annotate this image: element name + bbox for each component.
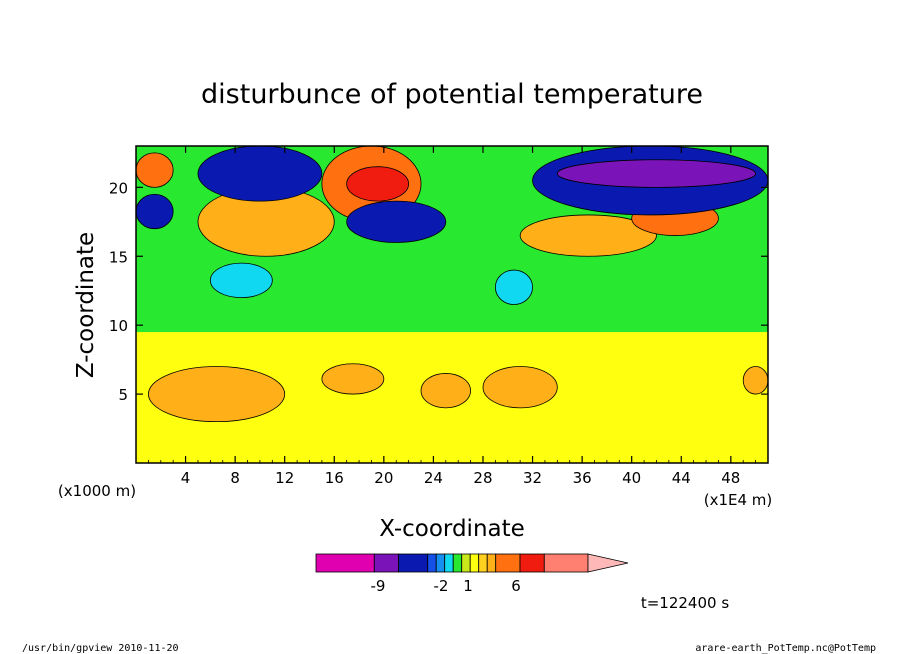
- x-tick-label: 8: [230, 469, 240, 487]
- colorbar-band: [444, 553, 454, 573]
- contour-region-positive: [742, 366, 768, 395]
- contour-region-positive: [321, 363, 385, 395]
- colorbar-band: [435, 553, 446, 573]
- x-tick-label: 12: [275, 469, 294, 487]
- colorbar-band: [486, 553, 497, 573]
- colorbar-label: -2: [434, 577, 449, 595]
- x-tick-label: 40: [622, 469, 641, 487]
- z-unit-label: (x1000 m): [58, 482, 136, 500]
- colorbar-band: [469, 553, 480, 573]
- x-axis: 4 8 12 16 20 24 28 32 36 40 44 48: [147, 146, 757, 487]
- colorbar: [315, 553, 629, 573]
- colorbar-label: 1: [463, 577, 473, 595]
- colorbar-band: [427, 553, 437, 573]
- z-tick-label: 5: [118, 386, 128, 404]
- contour-region-positive-high: [136, 152, 174, 188]
- colorbar-label: 6: [511, 577, 521, 595]
- x-tick-label: 32: [523, 469, 542, 487]
- x-tick-label: 20: [374, 469, 393, 487]
- contour-region-positive: [420, 373, 471, 409]
- x-unit-label: (x1E4 m): [704, 491, 773, 509]
- chart-title: disturbunce of potential temperature: [201, 79, 703, 110]
- contour-region-positive: [147, 366, 286, 423]
- colorbar-labels: -9 -2 1 6: [371, 577, 521, 595]
- colorbar-band: [543, 553, 589, 573]
- time-label: t=122400 s: [641, 594, 729, 612]
- x-tick-label: 24: [424, 469, 443, 487]
- contour-plot-area: [136, 146, 768, 463]
- plot-frame: [135, 145, 769, 464]
- x-tick-label: 28: [473, 469, 492, 487]
- colorbar-band: [315, 553, 375, 573]
- colorbar-band: [519, 553, 545, 573]
- colorbar-band: [398, 553, 429, 573]
- contour-region-negative-low: [136, 193, 174, 230]
- colorbar-band: [452, 553, 463, 573]
- z-tick-label: 20: [109, 179, 128, 197]
- z-tick-label: 10: [109, 317, 128, 335]
- colorbar-band: [461, 553, 471, 573]
- contour-region-max: [346, 166, 410, 202]
- x-axis-title: X-coordinate: [379, 516, 525, 542]
- y-axis-title: Z-coordinate: [73, 232, 99, 378]
- contour-region-negative: [209, 262, 273, 299]
- x-tick-label: 4: [181, 469, 191, 487]
- footer-left: /usr/bin/gpview 2010-11-20: [22, 643, 179, 654]
- contour-region-negative-low: [346, 200, 447, 243]
- x-tick-label: 16: [325, 469, 344, 487]
- contour-region-positive: [482, 366, 558, 409]
- z-tick-label: 15: [109, 248, 128, 266]
- colorbar-band: [495, 553, 521, 573]
- colorbar-band: [478, 553, 488, 573]
- contour-region-min: [556, 159, 757, 188]
- colorbar-extension-arrow: [587, 553, 629, 573]
- footer-right: arare-earth_PotTemp.nc@PotTemp: [695, 643, 876, 654]
- x-tick-label: 36: [573, 469, 592, 487]
- colorbar-label: -9: [371, 577, 386, 595]
- colorbar-band: [373, 553, 399, 573]
- x-tick-label: 44: [672, 469, 691, 487]
- contour-region-negative-low: [197, 146, 323, 202]
- z-axis: 5 10 15 20: [109, 179, 768, 404]
- contour-region-negative: [494, 269, 533, 305]
- contour-region-positive: [519, 214, 657, 257]
- x-tick-label: 48: [721, 469, 740, 487]
